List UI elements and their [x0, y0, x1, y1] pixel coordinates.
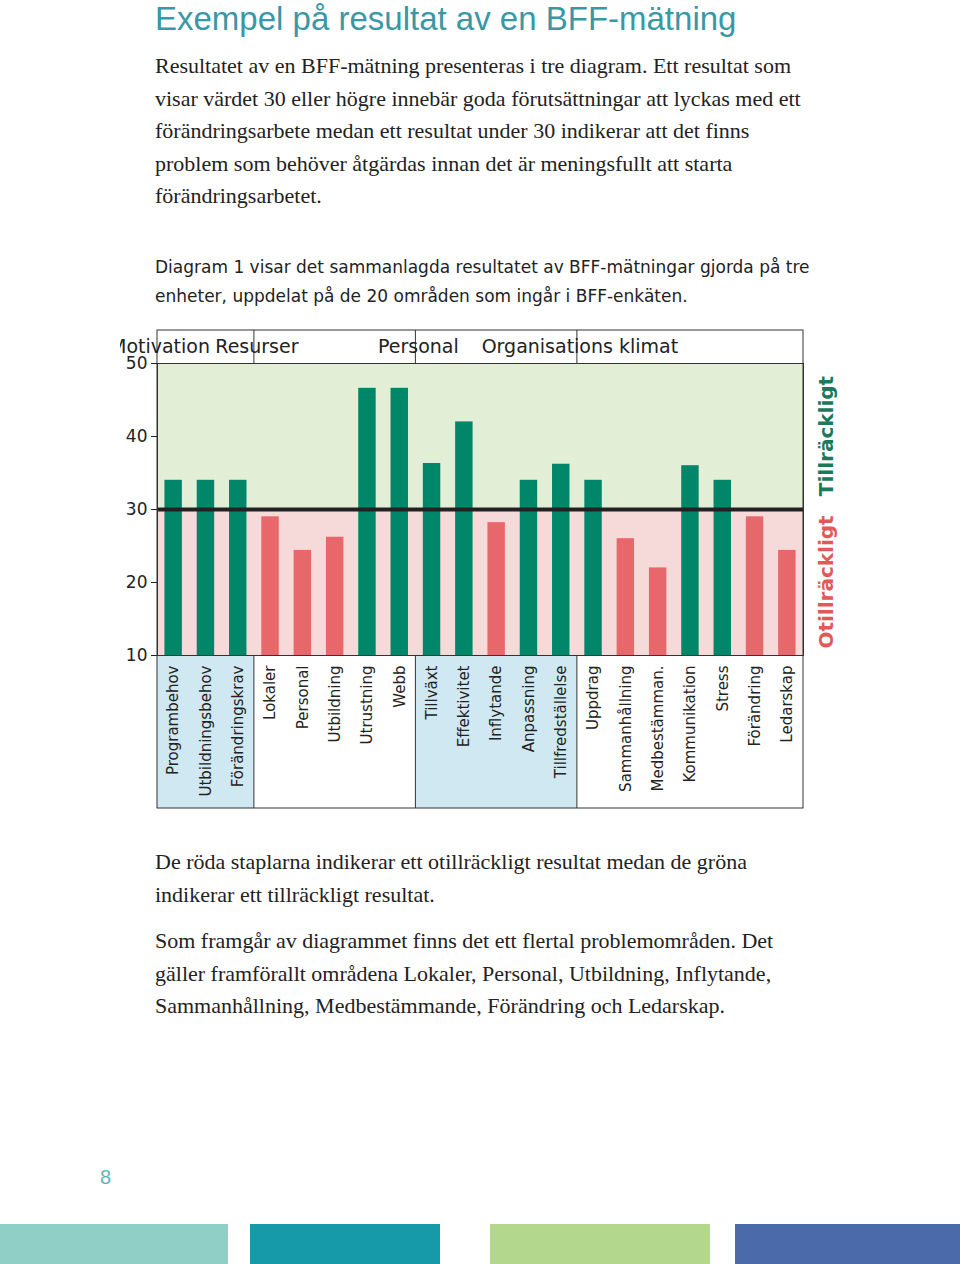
svg-text:Förändring: Förändring	[746, 666, 764, 747]
svg-text:Utbildningsbehov: Utbildningsbehov	[197, 665, 215, 796]
svg-text:Resurser: Resurser	[215, 335, 298, 357]
svg-text:Tillväxt: Tillväxt	[423, 665, 441, 720]
svg-text:Personal: Personal	[378, 335, 459, 357]
svg-text:Personal: Personal	[294, 666, 312, 730]
svg-text:Utrustning: Utrustning	[358, 666, 376, 745]
html-text:Som framgår av diagrammet finn: Som framgår av diagrammet finns det ett …	[155, 928, 774, 1018]
svg-text:Otillräckligt: Otillräckligt	[814, 515, 838, 649]
svg-text:Effektivitet: Effektivitet	[455, 665, 473, 747]
svg-text:Lokaler: Lokaler	[261, 665, 279, 720]
svg-text:Motivation: Motivation	[120, 335, 210, 357]
html-text:8: 8	[100, 1166, 112, 1188]
svg-text:Kommunikation: Kommunikation	[681, 666, 699, 783]
html-text:Exempel på resultat av en BFF-: Exempel på resultat av en BFF-mätning	[155, 0, 737, 37]
svg-text:30: 30	[126, 499, 148, 519]
svg-text:Uppdrag: Uppdrag	[584, 666, 602, 730]
svg-text:Stress: Stress	[714, 665, 732, 711]
html-text:Resultatet av en BFF-mätning p: Resultatet av en BFF-mätning presenteras…	[155, 53, 801, 208]
svg-text:Webb: Webb	[391, 666, 409, 708]
svg-text:Medbestämman.: Medbestämman.	[649, 666, 667, 792]
svg-text:Organisations klimat: Organisations klimat	[482, 335, 679, 357]
svg-text:50: 50	[125, 352, 148, 373]
svg-text:Tillräckligt: Tillräckligt	[814, 375, 838, 496]
html-text:Diagram 1 visar det sammanlagd: Diagram 1 visar det sammanlagda resultat…	[155, 257, 810, 306]
svg-text:Ledarskap: Ledarskap	[778, 666, 796, 743]
svg-text:Tillfredställelse: Tillfredställelse	[552, 666, 570, 780]
svg-text:Programbehov: Programbehov	[164, 665, 182, 775]
svg-text:20: 20	[126, 572, 148, 592]
html-text:De röda staplarna indikerar et: De röda staplarna indikerar ett otillräc…	[155, 849, 747, 907]
svg-text:10: 10	[126, 645, 148, 665]
svg-text:40: 40	[126, 426, 148, 446]
svg-text:Inflytande: Inflytande	[487, 666, 505, 742]
svg-text:Förändringskrav: Förändringskrav	[229, 665, 247, 787]
svg-text:Anpassning: Anpassning	[520, 666, 538, 753]
svg-text:Sammanhållning: Sammanhållning	[617, 666, 635, 792]
svg-text:Utbildning: Utbildning	[326, 666, 344, 743]
